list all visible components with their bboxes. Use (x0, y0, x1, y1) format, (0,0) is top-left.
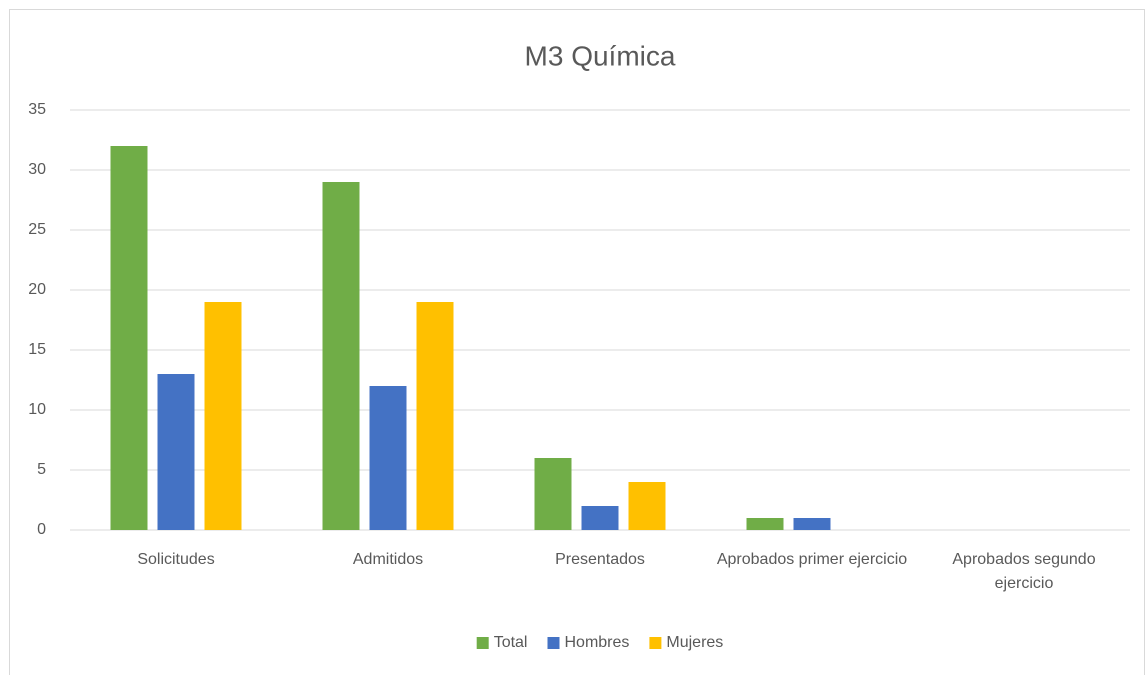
bar (369, 386, 407, 530)
chart-frame (9, 9, 1145, 675)
bar (581, 506, 619, 530)
bar (322, 182, 360, 530)
legend-swatch (476, 637, 489, 649)
bar (110, 146, 148, 530)
y-tick-label: 20 (28, 281, 46, 298)
x-tick-label: Aprobados segundo ejercicio (952, 551, 1096, 592)
y-tick-label: 10 (28, 401, 46, 418)
bar (157, 374, 195, 530)
y-tick-label: 25 (28, 221, 46, 238)
bar (628, 482, 666, 530)
legend-swatch (649, 637, 662, 649)
y-tick-label: 30 (28, 161, 46, 178)
y-tick-label: 35 (28, 101, 46, 118)
bar (793, 518, 831, 530)
x-tick-label: Presentados (555, 551, 645, 568)
bar (746, 518, 784, 530)
legend-label: Mujeres (666, 634, 723, 651)
legend-swatch (547, 637, 560, 649)
bar (416, 302, 454, 530)
chart-title: M3 Química (525, 40, 676, 71)
bar (534, 458, 572, 530)
y-tick-label: 15 (28, 341, 46, 358)
y-tick-label: 0 (37, 521, 46, 538)
y-tick-label: 5 (37, 461, 46, 478)
x-tick-label: Solicitudes (137, 551, 215, 568)
x-tick-label: Admitidos (352, 551, 424, 568)
bar (204, 302, 242, 530)
x-tick-label: Aprobados primer ejercicio (716, 551, 908, 568)
legend-label: Hombres (564, 634, 629, 651)
legend-label: Total (494, 634, 528, 651)
